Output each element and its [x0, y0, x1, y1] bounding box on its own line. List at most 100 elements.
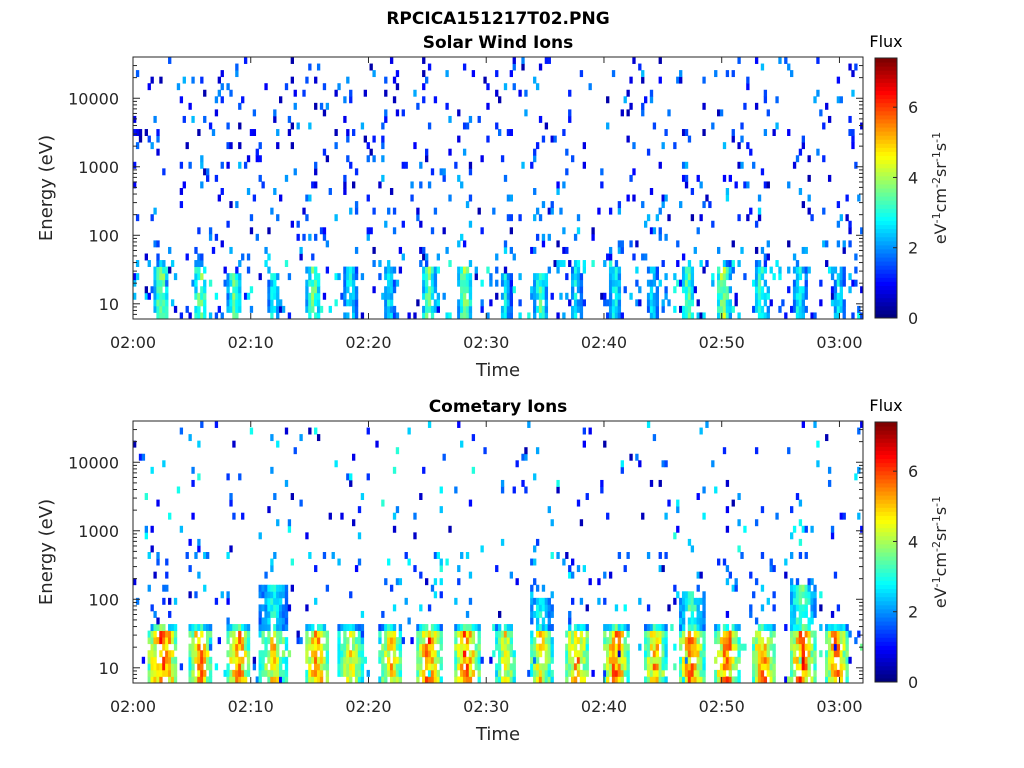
heatmap-cell: [454, 624, 458, 631]
heatmap-cell: [582, 676, 586, 684]
colorbar-step: [875, 515, 897, 520]
colorbar-step: [875, 261, 897, 266]
heatmap-cell: [150, 624, 154, 631]
heatmap-cell: [833, 292, 838, 300]
heatmap-cell: [392, 525, 397, 533]
heatmap-cell: [763, 96, 768, 104]
heatmap-cell: [839, 663, 843, 671]
heatmap-cell: [477, 650, 481, 658]
heatmap-cell: [696, 650, 700, 658]
heatmap-cell: [620, 643, 624, 651]
y-axis-label: Energy (eV): [36, 499, 57, 605]
heatmap-cell: [547, 610, 551, 618]
heatmap-cell: [784, 558, 788, 566]
heatmap-cell: [226, 305, 230, 313]
heatmap-cell: [830, 286, 835, 294]
heatmap-cell: [276, 312, 280, 320]
heatmap-cell: [556, 260, 560, 267]
heatmap-cell: [445, 312, 449, 320]
heatmap-cell: [457, 135, 461, 143]
heatmap-cell: [565, 630, 569, 638]
heatmap-cell: [322, 227, 327, 235]
heatmap-cell: [173, 643, 178, 651]
heatmap-cell: [550, 650, 554, 658]
heatmap-cell: [319, 669, 324, 677]
heatmap-cell: [795, 656, 800, 664]
heatmap-cell: [468, 656, 473, 664]
heatmap-cell: [649, 676, 654, 684]
colorbar-step: [875, 495, 897, 500]
heatmap-cell: [217, 305, 221, 313]
heatmap-cell: [836, 201, 841, 209]
heatmap-cell: [801, 142, 805, 150]
heatmap-cell: [702, 617, 706, 625]
heatmap-cell: [357, 637, 362, 645]
heatmap-cell: [614, 630, 619, 638]
colorbar-step: [875, 604, 897, 610]
heatmap-cell: [436, 624, 440, 631]
heatmap-cell: [571, 571, 575, 579]
heatmap-cell: [544, 299, 549, 307]
heatmap-cell: [617, 669, 622, 677]
heatmap-cell: [346, 624, 350, 631]
colorbar-step: [875, 118, 897, 124]
heatmap-cell: [433, 630, 438, 638]
heatmap-cell: [454, 676, 458, 684]
heatmap-cell: [807, 669, 811, 677]
heatmap-cell: [839, 299, 843, 307]
heatmap-cell: [340, 512, 344, 520]
heatmap-cell: [848, 273, 852, 281]
heatmap-cell: [150, 466, 154, 474]
heatmap-cell: [471, 669, 476, 677]
heatmap-cell: [273, 109, 277, 117]
heatmap-cell: [349, 663, 353, 671]
heatmap-cell: [314, 273, 318, 281]
colorbar-step: [875, 478, 897, 484]
heatmap-cell: [395, 312, 400, 320]
heatmap-cell: [679, 630, 683, 638]
heatmap-cell: [495, 253, 499, 261]
heatmap-cell: [430, 292, 435, 300]
heatmap-cell: [314, 299, 318, 307]
heatmap-cell: [754, 519, 759, 527]
heatmap-cell: [833, 299, 838, 307]
heatmap-cell: [384, 109, 388, 117]
heatmap-cell: [790, 591, 794, 599]
heatmap-cell: [427, 643, 432, 651]
heatmap-cell: [757, 214, 762, 222]
heatmap-cell: [848, 656, 852, 664]
heatmap-cell: [857, 630, 861, 638]
heatmap-cell: [562, 246, 566, 254]
heatmap-cell: [255, 148, 259, 156]
x-tick-label: 02:20: [345, 697, 391, 716]
heatmap-cell: [214, 312, 219, 320]
heatmap-cell: [760, 246, 765, 254]
heatmap-cell: [725, 286, 730, 294]
heatmap-cell: [343, 630, 347, 638]
heatmap-cell: [827, 115, 832, 123]
heatmap-cell: [851, 279, 855, 287]
heatmap-cell: [203, 279, 207, 287]
heatmap-cell: [392, 227, 397, 235]
heatmap-cell: [246, 663, 251, 671]
heatmap-cell: [486, 266, 490, 274]
heatmap-cell: [360, 122, 365, 130]
colorbar-step: [875, 212, 897, 217]
heatmap-cell: [395, 656, 400, 664]
heatmap-cell: [690, 266, 695, 274]
heatmap-cell: [790, 532, 794, 540]
heatmap-cell: [687, 312, 692, 320]
heatmap-cell: [506, 305, 511, 313]
heatmap-cell: [162, 305, 166, 313]
heatmap-cell: [740, 122, 744, 130]
heatmap-cell: [296, 637, 300, 645]
heatmap-cell: [486, 102, 490, 110]
heatmap-cell: [568, 650, 572, 658]
heatmap-cell: [188, 650, 192, 658]
heatmap-cell: [170, 299, 175, 307]
heatmap-cell: [728, 260, 732, 267]
heatmap-cell: [757, 637, 762, 645]
heatmap-cell: [790, 650, 794, 658]
heatmap-cell: [565, 168, 569, 176]
heatmap-cell: [550, 201, 554, 209]
